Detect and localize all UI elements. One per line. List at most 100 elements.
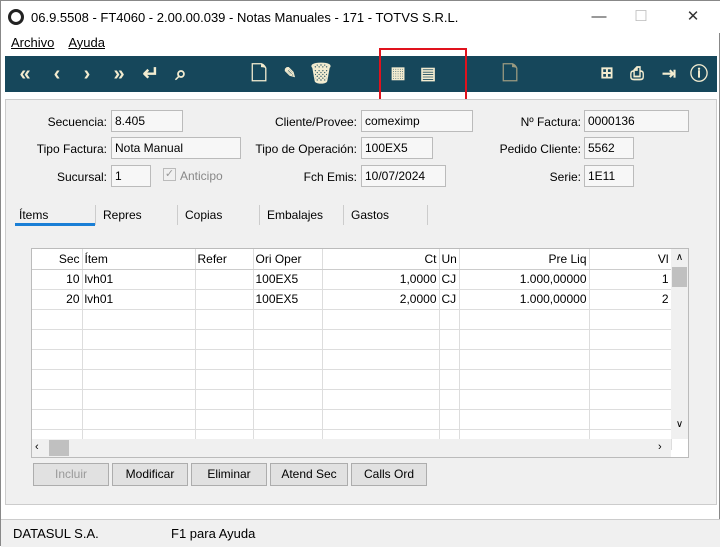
- table-cell: [459, 329, 590, 350]
- serie-field[interactable]: 1E11: [584, 165, 634, 187]
- scroll-up-icon[interactable]: ∧: [675, 252, 684, 263]
- eliminar-button[interactable]: Eliminar: [191, 463, 267, 486]
- tab-repres[interactable]: Repres: [103, 208, 142, 222]
- table-cell: [322, 389, 440, 410]
- table-cell: lvh01: [82, 289, 196, 310]
- table-cell: [322, 309, 440, 330]
- new-document-icon[interactable]: 🗋: [250, 63, 268, 85]
- vertical-scrollbar[interactable]: ∧ ∨: [671, 249, 688, 439]
- tab-copias[interactable]: Copias: [185, 208, 223, 222]
- table-cell: [589, 309, 672, 330]
- table-cell: 100EX5: [253, 289, 323, 310]
- col-ori-oper[interactable]: Ori Oper: [253, 249, 323, 270]
- search-icon[interactable]: ⌕: [175, 63, 187, 85]
- tipo-operacion-field[interactable]: 100EX5: [361, 137, 433, 159]
- table-cell: 1.000,00000: [459, 289, 590, 310]
- menu-archivo[interactable]: Archivo: [11, 35, 55, 50]
- tree-icon[interactable]: ⊞: [600, 65, 614, 82]
- document-icon: 🗋: [501, 63, 519, 85]
- table-cell: [589, 389, 672, 410]
- table-cell: [195, 269, 254, 290]
- tipo-factura-field[interactable]: Nota Manual: [111, 137, 241, 159]
- cliente-label: Cliente/Provee:: [274, 115, 357, 129]
- scroll-left-icon[interactable]: ‹: [35, 441, 39, 453]
- table-row[interactable]: [32, 349, 672, 370]
- tipo-operacion-label: Tipo de Operación:: [255, 142, 357, 156]
- table-cell: 20: [32, 289, 83, 310]
- tab-gastos[interactable]: Gastos: [351, 208, 390, 222]
- pedido-field[interactable]: 5562: [584, 137, 634, 159]
- calculator-icon[interactable]: ▦: [390, 65, 406, 82]
- incluir-button[interactable]: Incluir: [33, 463, 109, 486]
- table-row[interactable]: 20 lvh01 100EX5 2,0000 CJ 1.000,00000 2: [32, 289, 672, 310]
- sucursal-field[interactable]: 1: [111, 165, 151, 187]
- anticipo-label: Anticipo: [180, 169, 223, 183]
- hscroll-thumb[interactable]: [49, 440, 69, 456]
- factura-field[interactable]: 0000136: [584, 110, 689, 132]
- atend-sec-button[interactable]: Atend Sec: [270, 463, 348, 486]
- col-refer[interactable]: Refer: [195, 249, 254, 270]
- items-grid: Sec Ítem Refer Ori Oper Ct Un Pre Liq Vl…: [31, 248, 689, 458]
- table-cell: [32, 309, 83, 330]
- table-cell: [82, 389, 196, 410]
- table-row[interactable]: [32, 409, 672, 430]
- table-cell: [459, 309, 590, 330]
- table-cell: [439, 369, 460, 390]
- print-icon[interactable]: ⎙: [630, 64, 644, 83]
- modificar-button[interactable]: Modificar: [112, 463, 188, 486]
- horizontal-scrollbar[interactable]: ‹ ›: [32, 439, 671, 457]
- table-cell: [32, 349, 83, 370]
- edit-document-icon[interactable]: ✎: [283, 65, 297, 82]
- maximize-button[interactable]: ☐: [634, 8, 648, 25]
- scroll-down-icon[interactable]: ∨: [675, 419, 684, 430]
- table-cell: CJ: [439, 269, 460, 290]
- table-cell: [253, 309, 323, 330]
- exit-icon[interactable]: ⇥: [661, 64, 677, 83]
- last-icon[interactable]: »: [113, 63, 125, 85]
- goto-icon[interactable]: ↵: [142, 63, 160, 85]
- secuencia-field[interactable]: 8.405: [111, 110, 183, 132]
- app-icon: [8, 9, 24, 25]
- col-sec[interactable]: Sec: [32, 249, 83, 270]
- prev-icon[interactable]: ‹: [53, 63, 61, 85]
- table-cell: [439, 349, 460, 370]
- serie-label: Serie:: [549, 170, 581, 184]
- table-row[interactable]: [32, 309, 672, 330]
- col-pre-liq[interactable]: Pre Liq: [459, 249, 590, 270]
- table-cell: 100EX5: [253, 269, 323, 290]
- table-cell: [322, 409, 440, 430]
- menu-ayuda[interactable]: Ayuda: [68, 35, 105, 50]
- fch-emis-field[interactable]: 10/07/2024: [361, 165, 446, 187]
- tab-items[interactable]: Ítems: [19, 208, 49, 222]
- next-icon[interactable]: ›: [83, 63, 91, 85]
- highlight-box: [379, 48, 467, 101]
- delete-icon[interactable]: 🗑: [308, 63, 334, 85]
- table-row[interactable]: [32, 369, 672, 390]
- table-cell: [195, 289, 254, 310]
- table-cell: CJ: [439, 289, 460, 310]
- first-icon[interactable]: «: [19, 63, 31, 85]
- table-cell: [32, 369, 83, 390]
- table-row[interactable]: [32, 389, 672, 410]
- col-un[interactable]: Un: [439, 249, 460, 270]
- table-row[interactable]: 10 lvh01 100EX5 1,0000 CJ 1.000,00000 1: [32, 269, 672, 290]
- scroll-thumb[interactable]: [672, 267, 687, 287]
- table-cell: [32, 409, 83, 430]
- minimize-button[interactable]: —: [591, 8, 607, 25]
- table-row[interactable]: [32, 329, 672, 350]
- approve-document-icon[interactable]: ▤: [419, 64, 437, 83]
- cliente-field[interactable]: comeximp: [361, 110, 473, 132]
- anticipo-checkbox[interactable]: ✓: [163, 168, 176, 181]
- scroll-right-icon[interactable]: ›: [658, 441, 662, 453]
- tab-embalajes[interactable]: Embalajes: [267, 208, 324, 222]
- help-icon[interactable]: ⓘ: [690, 64, 708, 84]
- col-item[interactable]: Ítem: [82, 249, 196, 270]
- window-title: 06.9.5508 - FT4060 - 2.00.00.039 - Notas…: [31, 10, 459, 25]
- table-cell: [589, 329, 672, 350]
- close-button[interactable]: ✕: [686, 8, 700, 25]
- col-ct[interactable]: Ct: [322, 249, 440, 270]
- table-cell: [253, 389, 323, 410]
- calls-ord-button[interactable]: Calls Ord: [351, 463, 427, 486]
- col-vl[interactable]: Vl: [589, 249, 672, 270]
- factura-label: Nº Factura:: [520, 115, 581, 129]
